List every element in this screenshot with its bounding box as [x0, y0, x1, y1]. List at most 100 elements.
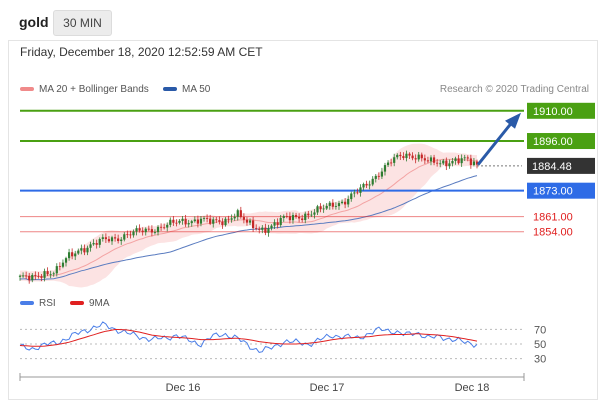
candle-body [141, 230, 144, 233]
candle-body [135, 228, 138, 232]
candle-body [365, 183, 368, 186]
candle-body [261, 227, 264, 230]
rsi-tick-label: 30 [534, 354, 546, 366]
candle-body [77, 250, 80, 254]
support-level-label-5: 1854.00 [533, 227, 573, 239]
candle-body [304, 213, 307, 221]
candle-body [466, 157, 469, 159]
candle-body [104, 237, 107, 240]
candle-body [426, 160, 430, 162]
candle-body [322, 208, 325, 210]
candle-body [371, 178, 374, 185]
resistance-level-tag-1 [527, 133, 595, 150]
candle-body [472, 161, 476, 166]
candle-body [86, 247, 89, 253]
candle-body [178, 220, 181, 223]
candle-body [129, 234, 132, 236]
candle-body [101, 237, 104, 239]
candle-body [107, 239, 111, 242]
candle-body [340, 201, 344, 204]
candle-body [356, 192, 359, 194]
candle-body [113, 237, 117, 239]
candle-body [190, 221, 193, 224]
candle-body [420, 154, 423, 159]
forecast-arrow-line [476, 118, 516, 166]
rsi-swatch [20, 301, 34, 306]
candle-body [402, 156, 405, 159]
candle-body [313, 212, 316, 215]
forecast-arrow-head [505, 112, 521, 129]
candle-body [307, 213, 310, 216]
candle-body [80, 248, 83, 251]
candle-body [414, 158, 417, 160]
candle-body [37, 275, 40, 277]
candle-body [159, 226, 163, 228]
candle-body [279, 217, 282, 226]
candle-body [411, 155, 414, 159]
candle-body [74, 253, 77, 257]
candle-body [347, 199, 350, 205]
x-tick-label: Dec 18 [455, 382, 490, 394]
candle-body [344, 201, 347, 205]
candle-body [248, 220, 252, 223]
candle-body [46, 271, 49, 275]
candle-body [153, 232, 157, 233]
candle-body [233, 216, 236, 219]
rsi-label: RSI [39, 298, 56, 309]
candle-body [55, 266, 58, 274]
candle-body [199, 218, 203, 224]
candle-body [457, 158, 460, 164]
ma20-line [19, 158, 478, 278]
chart-datetime: Friday, December 18, 2020 12:52:59 AM CE… [20, 45, 263, 59]
legend-rsi: RSI [20, 298, 56, 309]
candle-body [64, 258, 68, 263]
candle-body [319, 206, 322, 210]
candle-body [417, 154, 420, 160]
candle-body [475, 161, 479, 165]
candle-body [175, 222, 178, 224]
candle-body [52, 273, 55, 275]
candle-body [405, 153, 408, 159]
candle-body [49, 274, 52, 276]
candle-body [43, 271, 46, 278]
candle-body [117, 238, 120, 242]
pivot-level-label-3: 1873.00 [533, 186, 573, 198]
candle-body [172, 219, 175, 223]
candle-body [350, 193, 353, 200]
candle-body [386, 162, 390, 166]
timeframe-button[interactable]: 30 MIN [53, 10, 112, 36]
candle-body [377, 175, 380, 177]
candle-body [245, 219, 249, 223]
candle-body [258, 228, 261, 230]
candle-body [205, 217, 209, 219]
candle-body [255, 228, 258, 229]
candle-body [337, 203, 341, 207]
candle-body [353, 192, 356, 194]
rsi-ma-line [19, 329, 478, 347]
ma50-swatch [163, 87, 177, 92]
candle-body [98, 238, 101, 245]
target-level-tag-0 [527, 102, 595, 119]
candle-body [95, 243, 98, 245]
candle-body [408, 153, 411, 156]
candle-body [442, 160, 445, 164]
candle-body [92, 243, 95, 245]
last-price-tag [527, 157, 595, 174]
candle-body [120, 239, 123, 242]
candle-body [227, 218, 230, 220]
candle-body [169, 219, 172, 225]
candle-body [264, 227, 267, 233]
candle-body [252, 220, 255, 229]
candle-body [236, 210, 239, 217]
candle-body [110, 237, 114, 242]
candle-body [193, 219, 196, 222]
candle-body [196, 219, 199, 224]
candle-body [181, 218, 184, 221]
candle-body [144, 228, 147, 233]
9ma-swatch [70, 301, 84, 306]
candle-body [89, 244, 92, 248]
candle-body [439, 163, 442, 165]
candle-body [288, 216, 292, 221]
ma50-label: MA 50 [182, 84, 211, 95]
candle-body [463, 157, 466, 159]
